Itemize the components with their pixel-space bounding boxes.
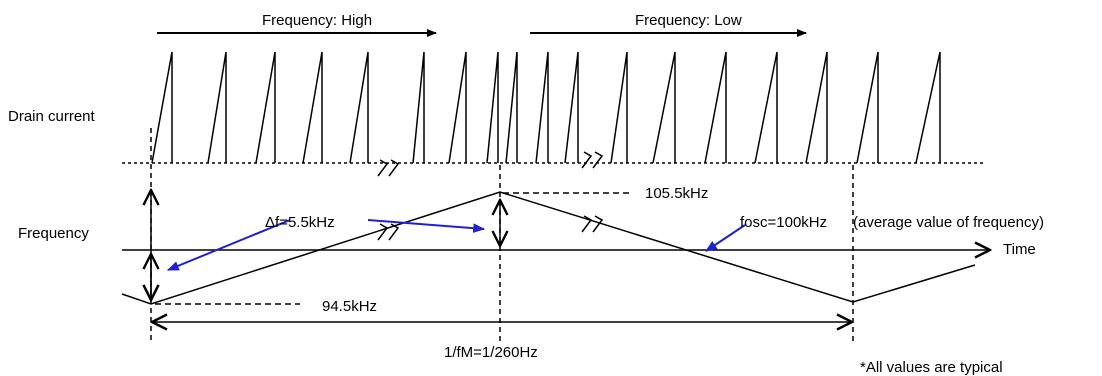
waveform-break-mark-1 [377, 159, 400, 177]
frequency-triangle-wave [121, 191, 976, 305]
fosc-label: fosc=100kHz [740, 214, 827, 231]
freq-high-label: Frequency: High [262, 12, 372, 29]
delta-f-pointer-right [367, 219, 486, 233]
fosc-note-label: (average value of frequency) [853, 214, 1044, 231]
drain-current-label: Drain current [8, 108, 96, 125]
waveform-break-mark-2 [581, 151, 604, 169]
triangle-break-mark-1 [377, 223, 400, 241]
freq-low-label: Frequency: Low [635, 12, 742, 29]
time-label: Time [1003, 241, 1036, 258]
triangle-break-mark-2 [581, 215, 604, 233]
fmax-label: 105.5kHz [645, 185, 708, 202]
delta-f-label: Δf=5.5kHz [265, 214, 335, 231]
fmin-label: 94.5kHz [322, 298, 377, 315]
period-label: 1/fM=1/260Hz [444, 344, 538, 361]
delta-f-pointer-left [166, 219, 291, 271]
fosc-pointer [705, 224, 746, 252]
typical-note: *All values are typical [860, 359, 1003, 376]
drain-current-waveform [151, 51, 941, 164]
frequency-label: Frequency [18, 225, 89, 242]
